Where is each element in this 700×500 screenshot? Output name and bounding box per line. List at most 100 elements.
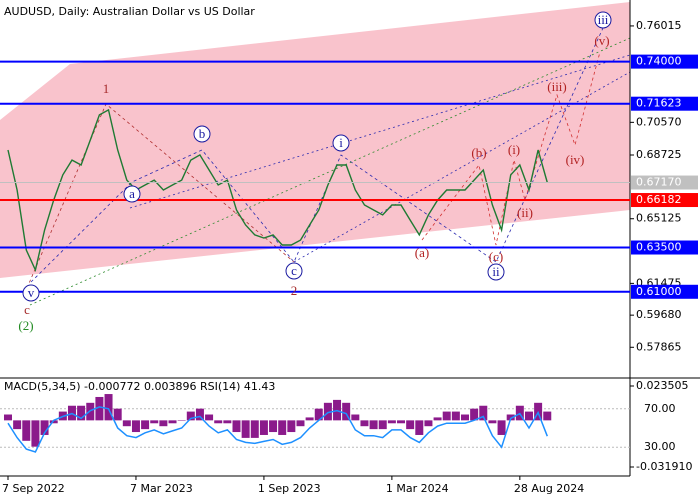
x-tick-label: 7 Sep 2022	[2, 482, 65, 495]
macd-bar	[141, 420, 150, 430]
wave-label: (iii)	[547, 79, 567, 94]
macd-bar	[287, 420, 296, 433]
macd-bar	[378, 420, 387, 430]
macd-bar	[241, 420, 250, 438]
level-label: 0.67170	[636, 176, 682, 189]
macd-bar	[278, 420, 287, 435]
macd-bar	[40, 420, 49, 435]
wave-circle	[22, 284, 40, 302]
level-box	[631, 96, 698, 111]
y2-tick-label: 70.00	[644, 402, 676, 415]
macd-bar	[415, 420, 424, 435]
macd-bar	[369, 420, 378, 430]
x-tick-label: 28 Aug 2024	[514, 482, 584, 495]
macd-bar	[387, 420, 396, 424]
wave-label: 2	[291, 283, 298, 298]
wave-circle	[193, 125, 211, 143]
chart-title: AUDUSD, Daily: Australian Dollar vs US D…	[4, 5, 255, 18]
macd-bar	[159, 420, 168, 427]
y-tick-label: 0.68725	[636, 148, 682, 161]
macd-bar	[77, 405, 86, 421]
y-tick-label: 0.023505	[636, 379, 689, 392]
macd-bar	[479, 405, 488, 421]
macd-bar	[4, 414, 12, 421]
macd-bar	[177, 420, 186, 421]
macd-bar	[314, 408, 323, 421]
wave-line	[421, 51, 601, 246]
macd-bar	[104, 394, 113, 421]
macd-bar	[305, 417, 314, 421]
wave-label: c	[24, 302, 30, 317]
level-label: 0.61000	[636, 285, 682, 298]
macd-bar	[205, 414, 214, 421]
price-channel	[0, 2, 630, 278]
wave-circle	[594, 11, 612, 29]
y2-tick-label: 30.00	[644, 440, 676, 453]
macd-bar	[296, 420, 305, 427]
level-label: 0.63500	[636, 241, 682, 254]
macd-bar	[269, 420, 278, 433]
macd-bar	[95, 396, 104, 421]
level-box	[631, 284, 698, 299]
macd-bar	[451, 411, 460, 421]
macd-bar	[150, 420, 159, 424]
macd-bar	[351, 414, 360, 421]
x-tick-label: 1 Mar 2024	[386, 482, 449, 495]
wave-circle	[332, 134, 350, 152]
wave-label: (v)	[594, 33, 609, 48]
y-tick-label: 0.59680	[636, 308, 682, 321]
macd-bar	[223, 420, 232, 424]
wave-label: (iv)	[566, 152, 585, 167]
macd-bar	[461, 414, 469, 421]
macd-bar	[186, 411, 195, 421]
wave-label: (a)	[415, 245, 429, 260]
wave-label: (ii)	[517, 205, 533, 220]
y-tick-label: 0.57865	[636, 340, 682, 353]
macd-bar	[406, 420, 415, 430]
wave-label: (i)	[508, 142, 520, 157]
macd-bar	[323, 402, 332, 421]
level-label: 0.74000	[636, 55, 682, 68]
macd-bar	[424, 420, 433, 427]
wave-label: c	[291, 263, 297, 278]
macd-bar	[250, 420, 259, 438]
trend-line	[129, 54, 631, 209]
macd-bar	[31, 420, 40, 447]
macd-bar	[214, 420, 223, 424]
level-box	[631, 193, 698, 208]
macd-bar	[470, 408, 479, 421]
y-tick-label: 0.65125	[636, 212, 682, 225]
wave-label: ii	[492, 264, 500, 279]
x-tick-label: 7 Mar 2023	[130, 482, 193, 495]
macd-bar	[397, 420, 406, 424]
macd-bar	[122, 420, 131, 427]
macd-bar	[131, 420, 140, 433]
macd-bar	[49, 420, 58, 424]
macd-bar	[543, 411, 552, 421]
wave-circle	[487, 263, 505, 281]
price-line	[7, 108, 548, 273]
macd-bar	[259, 420, 268, 435]
y-tick-label: 0.70570	[636, 115, 682, 128]
macd-bar	[506, 414, 515, 421]
wave-label: (c)	[489, 249, 503, 264]
level-label: 0.71623	[636, 97, 682, 110]
macd-bar	[442, 411, 451, 421]
x-tick-label: 1 Sep 2023	[258, 482, 321, 495]
wave-label: i	[339, 135, 343, 150]
macd-bar	[113, 408, 122, 421]
wave-circle	[123, 185, 141, 203]
wave-label: (b)	[471, 145, 486, 160]
macd-bar	[342, 402, 351, 421]
wave-label: iii	[598, 12, 609, 27]
level-box	[631, 175, 698, 190]
level-box	[631, 240, 698, 255]
level-label: 0.66182	[636, 193, 682, 206]
macd-bar	[360, 420, 369, 427]
wave-label: a	[129, 186, 135, 201]
macd-bar	[433, 417, 442, 421]
rsi-line	[7, 406, 548, 453]
level-box	[631, 54, 698, 69]
